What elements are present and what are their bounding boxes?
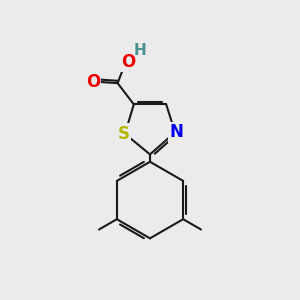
Text: S: S xyxy=(118,125,130,143)
Text: O: O xyxy=(122,53,136,71)
Text: N: N xyxy=(169,123,183,141)
Text: H: H xyxy=(133,43,146,58)
Text: O: O xyxy=(86,73,100,91)
